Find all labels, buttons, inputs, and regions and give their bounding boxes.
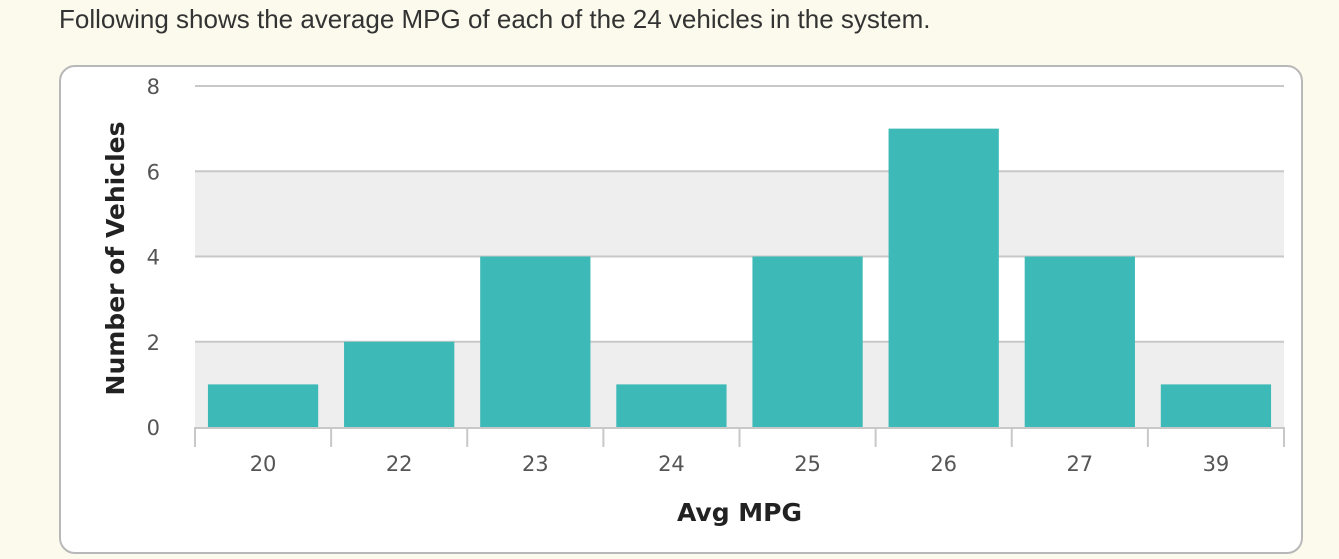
bar bbox=[1160, 384, 1272, 427]
x-tick-label: 22 bbox=[386, 452, 413, 476]
bar bbox=[480, 256, 591, 427]
bar bbox=[207, 384, 319, 427]
y-tick-label: 0 bbox=[147, 416, 160, 440]
bars bbox=[207, 128, 1272, 427]
plot-band bbox=[195, 171, 1284, 257]
y-tick-label: 6 bbox=[147, 160, 160, 184]
x-tick-label: 23 bbox=[522, 452, 549, 476]
y-axis-title: Number of Vehicles bbox=[101, 122, 130, 396]
bar bbox=[344, 341, 455, 427]
bar bbox=[888, 128, 999, 427]
x-tick-label: 27 bbox=[1066, 452, 1093, 476]
x-tick-labels: 20 22 23 24 25 26 27 39 bbox=[250, 452, 1230, 476]
bar bbox=[1024, 256, 1135, 427]
bar bbox=[752, 256, 863, 427]
y-tick-label: 4 bbox=[147, 246, 160, 270]
bar bbox=[616, 384, 727, 427]
x-tick-label: 24 bbox=[658, 452, 685, 476]
x-axis-title: Avg MPG bbox=[677, 498, 802, 527]
x-tick-label: 20 bbox=[250, 452, 277, 476]
x-tick-label: 25 bbox=[794, 452, 821, 476]
y-tick-labels: 0 2 4 6 8 bbox=[147, 75, 160, 440]
y-tick-label: 2 bbox=[147, 331, 160, 355]
x-axis bbox=[194, 427, 1285, 447]
y-tick-label: 8 bbox=[147, 75, 160, 99]
intro-text: Following shows the average MPG of each … bbox=[59, 4, 931, 34]
x-tick-label: 39 bbox=[1203, 452, 1230, 476]
x-tick-label: 26 bbox=[930, 452, 957, 476]
